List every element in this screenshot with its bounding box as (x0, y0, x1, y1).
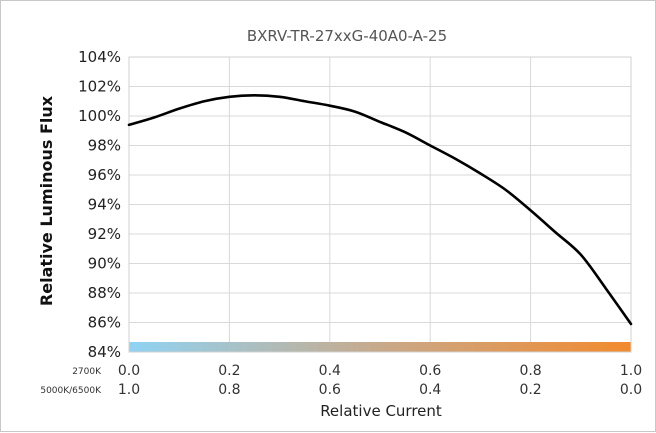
x-tick-label: 1.0 (118, 382, 140, 398)
cct-gradient-bar (129, 342, 631, 352)
y-tick-label: 98% (88, 137, 121, 155)
y-tick-labels: 84% 86% 88% 90% 92% 94% 96% 98% 100% 102% 104% (78, 48, 121, 361)
x-tick-label: 0.2 (519, 382, 541, 398)
y-tick-label: 86% (88, 314, 121, 332)
x-row-label-5000k-6500k: 5000K/6500K (40, 386, 102, 396)
x-row-label-2700k: 2700K (72, 367, 102, 377)
x-tick-labels-2700k: 0.0 0.2 0.4 0.6 0.8 1.0 (118, 363, 642, 379)
x-tick-label: 0.4 (319, 363, 341, 379)
x-tick-label: 0.8 (519, 363, 541, 379)
x-tick-labels-5000k-6500k: 1.0 0.8 0.6 0.4 0.2 0.0 (118, 382, 642, 398)
y-tick-label: 102% (78, 78, 121, 96)
y-axis-title: Relative Luminous Flux (37, 95, 56, 306)
x-tick-label: 0.6 (419, 363, 441, 379)
x-axis-title: Relative Current (320, 402, 442, 420)
x-tick-label: 1.0 (620, 363, 642, 379)
y-tick-label: 84% (88, 343, 121, 361)
x-tick-label: 0.8 (218, 382, 240, 398)
x-tick-label: 0.6 (319, 382, 341, 398)
y-tick-label: 88% (88, 284, 121, 302)
y-tick-label: 94% (88, 196, 121, 214)
y-tick-label: 104% (78, 48, 121, 66)
x-tick-label: 0.0 (620, 382, 642, 398)
y-tick-label: 90% (88, 255, 121, 273)
series-line-relative-flux (127, 94, 633, 326)
x-tick-label: 0.2 (218, 363, 240, 379)
y-tick-label: 100% (78, 107, 121, 125)
y-tick-label: 92% (88, 225, 121, 243)
x-tick-label: 0.0 (118, 363, 140, 379)
chart-title: BXRV-TR-27xxG-40A0-A-25 (247, 27, 447, 45)
plot-area-border (128, 56, 632, 353)
y-tick-label: 96% (88, 166, 121, 184)
x-tick-label: 0.4 (419, 382, 441, 398)
